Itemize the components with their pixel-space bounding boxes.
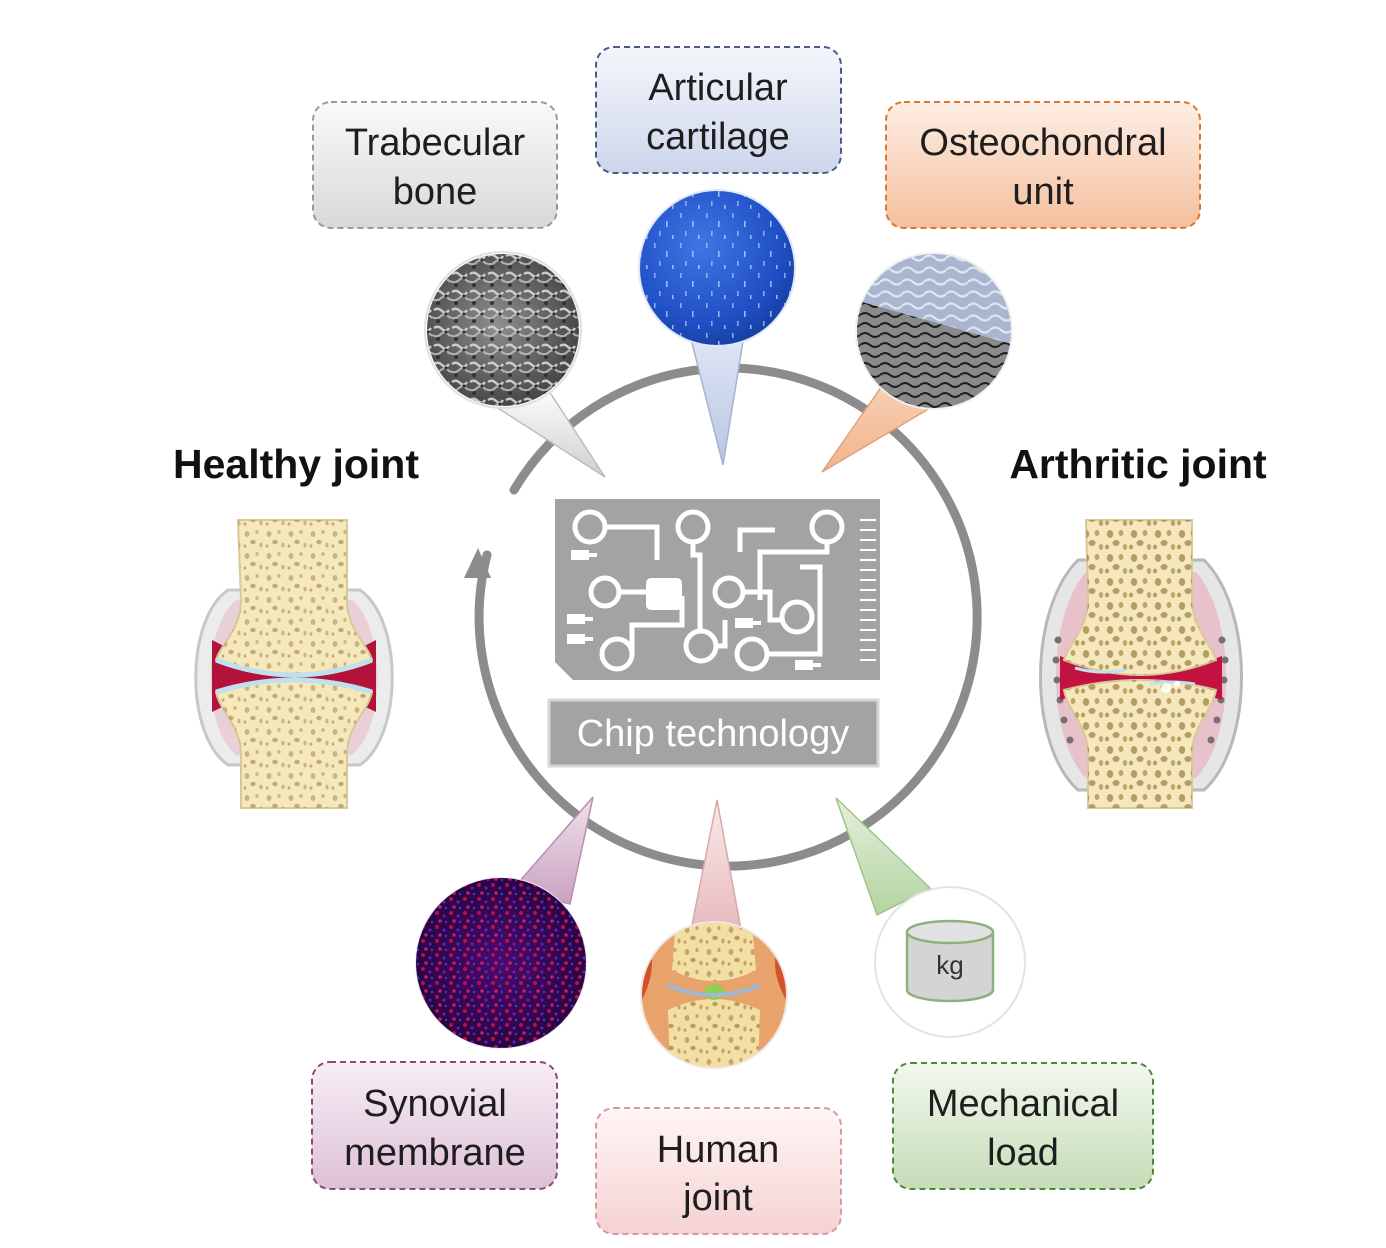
articular-cartilage-box: Articular cartilage <box>595 46 842 174</box>
mechanical-load-label-line2: load <box>987 1132 1059 1174</box>
arthritic-joint-illustration <box>1039 519 1243 809</box>
healthy-joint-illustration <box>194 519 394 809</box>
osteochondral-unit-label-line2: unit <box>1012 171 1074 213</box>
chip-label-box: Chip technology <box>547 698 880 768</box>
human-joint-label-line2: joint <box>682 1177 753 1219</box>
trabecular-bone-image <box>424 251 582 409</box>
synovial-membrane-box: Synovial membrane <box>311 1061 558 1190</box>
chip-label: Chip technology <box>577 713 850 755</box>
osteochondral-unit-image <box>855 252 1013 410</box>
osteochondral-unit-box: Osteochondral unit <box>885 101 1201 229</box>
chip-icon <box>555 499 880 680</box>
human-joint-label-line1: Human <box>657 1129 780 1171</box>
mechanical-load-label-line1: Mechanical <box>927 1083 1119 1125</box>
trabecular-bone-label-line2: bone <box>393 171 478 213</box>
mechanical-load-image: kg <box>874 886 1026 1038</box>
cartilage-cone <box>689 334 745 466</box>
mechanical-cone <box>835 797 932 917</box>
human-joint-box: Human joint <box>595 1107 842 1235</box>
synovial-membrane-image <box>415 877 587 1049</box>
chip-edge-pins <box>860 519 876 661</box>
healthy-joint-title: Healthy joint <box>173 441 419 487</box>
trabecular-bone-box: Trabecular bone <box>312 101 558 229</box>
osteochondral-unit-label-line1: Osteochondral <box>919 122 1166 164</box>
arthritic-joint-title: Arthritic joint <box>1009 441 1267 487</box>
articular-cartilage-image <box>638 189 796 347</box>
human-joint-image <box>640 921 788 1069</box>
chip-core <box>646 578 682 610</box>
articular-cartilage-label-line1: Articular <box>648 67 788 109</box>
weight-unit-label: kg <box>936 950 963 980</box>
weight-icon: kg <box>905 919 995 1003</box>
articular-cartilage-label-line2: cartilage <box>646 116 790 158</box>
chip-ports <box>567 550 821 670</box>
cycle-arrowhead <box>464 548 491 578</box>
trabecular-bone-label-line1: Trabecular <box>345 122 526 164</box>
synovial-membrane-label-line1: Synovial <box>363 1083 507 1125</box>
chip-traces <box>572 509 845 672</box>
synovial-membrane-label-line2: membrane <box>344 1132 526 1174</box>
mechanical-load-box: Mechanical load <box>892 1062 1154 1190</box>
